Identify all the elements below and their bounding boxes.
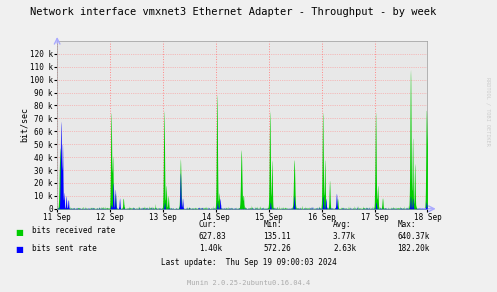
Text: Munin 2.0.25-2ubuntu0.16.04.4: Munin 2.0.25-2ubuntu0.16.04.4: [187, 280, 310, 286]
Text: bits received rate: bits received rate: [32, 226, 116, 235]
Text: 627.83: 627.83: [199, 232, 227, 241]
Text: 640.37k: 640.37k: [398, 232, 430, 241]
Text: Last update:  Thu Sep 19 09:00:03 2024: Last update: Thu Sep 19 09:00:03 2024: [161, 258, 336, 267]
Text: ■: ■: [15, 228, 23, 237]
Text: RRDTOOL / TOBI OETIKER: RRDTOOL / TOBI OETIKER: [486, 77, 491, 145]
Y-axis label: bit/sec: bit/sec: [19, 107, 28, 142]
Text: Min:: Min:: [263, 220, 282, 230]
Text: 1.40k: 1.40k: [199, 244, 222, 253]
Text: Cur:: Cur:: [199, 220, 217, 230]
Text: Avg:: Avg:: [333, 220, 351, 230]
Text: 572.26: 572.26: [263, 244, 291, 253]
Text: bits sent rate: bits sent rate: [32, 244, 97, 253]
Text: Max:: Max:: [398, 220, 416, 230]
Text: 2.63k: 2.63k: [333, 244, 356, 253]
Text: Network interface vmxnet3 Ethernet Adapter - Throughput - by week: Network interface vmxnet3 Ethernet Adapt…: [30, 7, 437, 17]
Text: ■: ■: [15, 245, 23, 254]
Text: 135.11: 135.11: [263, 232, 291, 241]
Text: 182.20k: 182.20k: [398, 244, 430, 253]
Text: 3.77k: 3.77k: [333, 232, 356, 241]
